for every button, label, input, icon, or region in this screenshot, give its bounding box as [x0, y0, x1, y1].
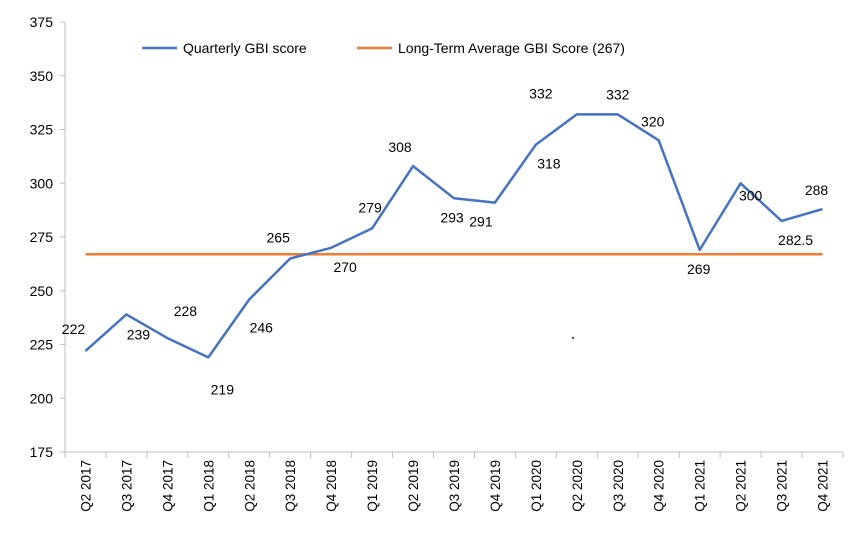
x-tick-label: Q3 2018	[283, 460, 298, 512]
x-tick-label: Q2 2018	[242, 460, 257, 512]
data-label: 318	[537, 156, 561, 172]
y-tick-label: 250	[30, 283, 54, 299]
data-label: 265	[267, 230, 291, 246]
stray-dot	[571, 336, 575, 340]
data-label: 320	[641, 113, 665, 129]
x-tick-label: Q1 2018	[201, 460, 216, 512]
legend-label-quarterly: Quarterly GBI score	[183, 40, 307, 56]
data-label: 270	[333, 259, 357, 275]
data-label: 332	[529, 85, 553, 101]
series-layer	[84, 113, 823, 359]
x-tick-label: Q3 2021	[775, 460, 790, 512]
y-tick-label: 375	[30, 14, 54, 30]
x-axis-ticks: Q2 2017 Q3 2017 Q4 2017 Q1 2018 Q2 2018 Q3 20…	[64, 452, 844, 512]
data-label: 288	[805, 182, 829, 198]
x-tick-label: Q2 2021	[734, 460, 749, 512]
data-label: 239	[127, 326, 151, 342]
data-label: 222	[62, 321, 86, 337]
data-label: 246	[250, 319, 274, 335]
y-tick-label: 275	[30, 229, 54, 245]
x-tick-label: Q3 2019	[447, 460, 462, 512]
x-tick-label: Q2 2019	[406, 460, 421, 512]
data-labels: 222 239 228 219 246 265 270 279 308 293 291 318 332 3…	[62, 85, 829, 397]
x-tick-label: Q4 2020	[652, 460, 667, 512]
x-tick-label: Q4 2018	[324, 460, 339, 512]
data-label: 291	[469, 214, 493, 230]
data-label: 219	[211, 381, 235, 397]
x-tick-label: Q2 2017	[78, 460, 93, 512]
x-tick-label: Q4 2019	[488, 460, 503, 512]
data-label: 332	[606, 86, 630, 102]
series-line-quarterly	[84, 113, 823, 359]
x-tick-label: Q3 2017	[119, 460, 134, 512]
data-label: 269	[687, 261, 711, 277]
y-tick-label: 350	[30, 68, 54, 84]
y-tick-label: 225	[30, 337, 54, 353]
y-tick-label: 325	[30, 122, 54, 138]
x-tick-label: Q4 2021	[816, 460, 831, 512]
y-tick-label: 300	[30, 175, 54, 191]
x-tick-label: Q1 2019	[365, 460, 380, 512]
data-label: 279	[358, 199, 382, 215]
y-axis-ticks: 375 350 325 300 275 250 225 200 175	[30, 14, 65, 460]
x-tick-label: Q4 2017	[160, 460, 175, 512]
data-label: 228	[174, 303, 198, 319]
y-tick-label: 175	[30, 444, 54, 460]
x-tick-label: Q3 2020	[611, 460, 626, 512]
legend: Quarterly GBI score Long-Term Average GB…	[142, 40, 625, 56]
data-label: 282.5	[778, 232, 813, 248]
x-tick-label: Q2 2020	[570, 460, 585, 512]
data-label: 308	[388, 139, 412, 155]
data-label: 293	[440, 209, 464, 225]
y-tick-label: 200	[30, 390, 54, 406]
x-tick-label: Q1 2020	[529, 460, 544, 512]
x-tick-label: Q1 2021	[693, 460, 708, 512]
data-label: 300	[739, 187, 763, 203]
legend-label-average: Long-Term Average GBI Score (267)	[398, 40, 625, 56]
